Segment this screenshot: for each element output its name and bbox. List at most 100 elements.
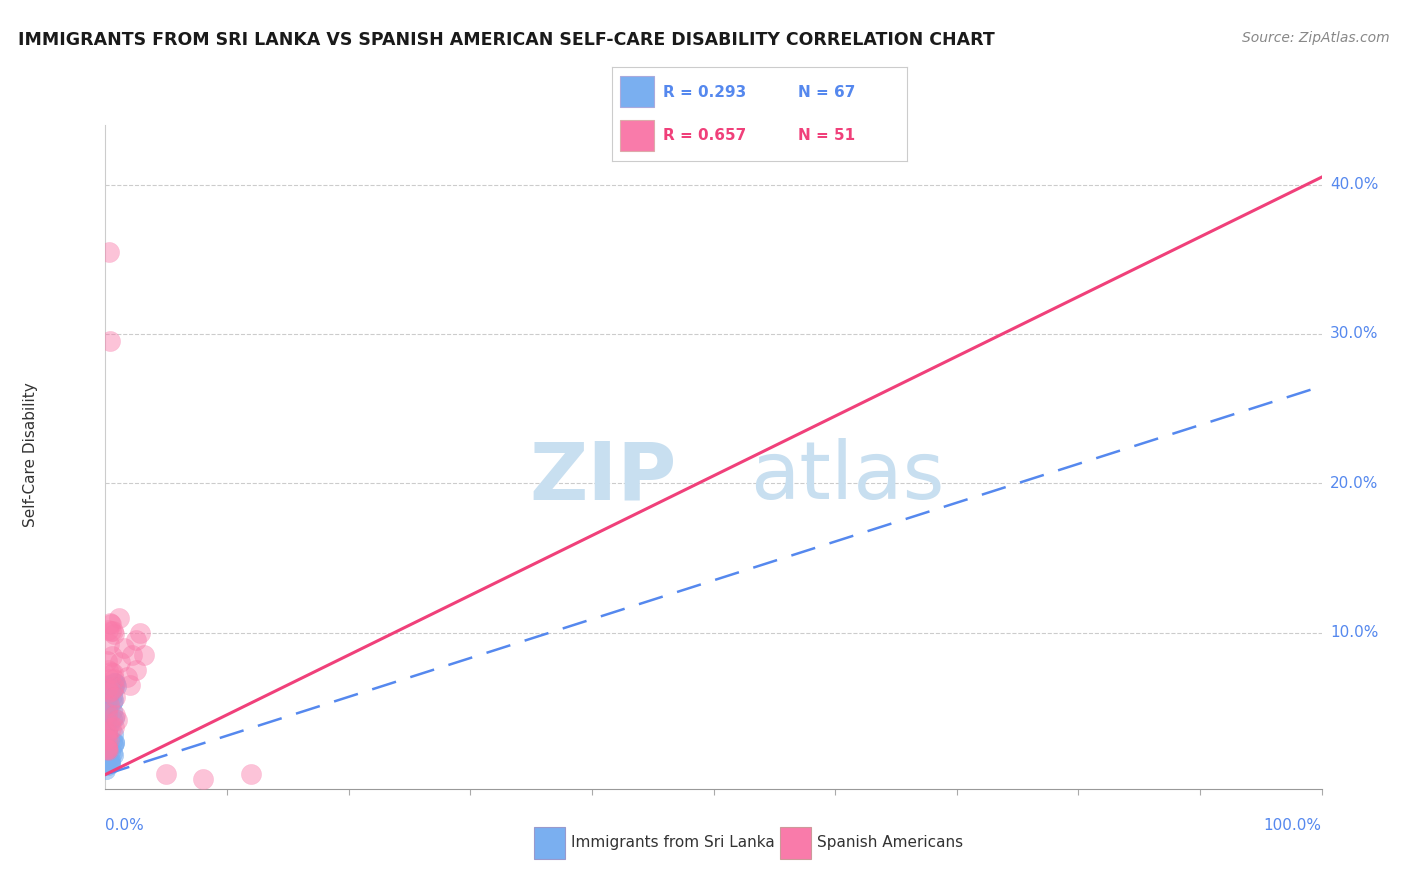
Point [98, 689, 121, 703]
Point [121, 648, 143, 662]
Point [97, 701, 120, 715]
Point [96, 752, 118, 766]
Point [96, 654, 118, 668]
Point [96, 725, 118, 739]
Point [103, 692, 125, 706]
Point [103, 738, 125, 752]
Point [98, 244, 121, 259]
Point [97, 684, 120, 698]
Point [105, 676, 128, 690]
Text: ZIP: ZIP [530, 438, 678, 516]
Point [96, 714, 118, 729]
Point [112, 640, 135, 655]
Point [100, 745, 122, 759]
Point [100, 684, 122, 698]
Point [103, 727, 125, 741]
Point [96, 687, 118, 701]
Point [96, 682, 118, 697]
Point [134, 648, 156, 662]
Point [98, 637, 121, 651]
Point [98, 732, 121, 747]
Point [100, 679, 122, 693]
Point [94, 727, 117, 741]
Point [94, 714, 117, 728]
Point [101, 712, 124, 726]
Text: atlas: atlas [749, 438, 945, 516]
Point [100, 756, 122, 770]
Point [96, 742, 118, 756]
Text: R = 0.657: R = 0.657 [664, 128, 747, 143]
FancyBboxPatch shape [620, 120, 654, 152]
Point [98, 615, 121, 630]
Point [96, 694, 118, 708]
Point [96, 739, 118, 754]
Text: 20.0%: 20.0% [1330, 475, 1378, 491]
Point [117, 670, 139, 684]
Point [97, 691, 120, 706]
Point [96, 742, 118, 756]
Point [96, 734, 118, 748]
Point [96, 706, 118, 721]
Point [96, 747, 118, 762]
Point [103, 681, 125, 695]
Point [100, 722, 122, 736]
Text: N = 67: N = 67 [797, 85, 855, 100]
Point [97, 677, 120, 691]
Point [97, 623, 120, 637]
Point [101, 624, 124, 638]
Point [100, 753, 122, 767]
Point [96, 690, 118, 705]
Point [98, 690, 121, 705]
Text: Self-Care Disability: Self-Care Disability [24, 383, 38, 527]
Point [105, 713, 128, 727]
Text: 100.0%: 100.0% [1264, 818, 1322, 832]
Point [94, 707, 117, 722]
Point [94, 702, 117, 716]
Point [97, 698, 120, 712]
Point [128, 625, 150, 640]
Point [96, 691, 118, 706]
Point [96, 753, 118, 767]
Point [94, 721, 117, 735]
Point [101, 733, 124, 747]
Point [103, 681, 125, 696]
Point [101, 666, 124, 681]
Point [96, 678, 118, 692]
Point [96, 681, 118, 696]
Point [105, 679, 128, 693]
Point [98, 719, 121, 733]
Point [94, 685, 117, 699]
Point [103, 720, 125, 734]
Point [97, 743, 120, 757]
Point [96, 732, 118, 747]
Text: R = 0.293: R = 0.293 [664, 85, 747, 100]
Point [100, 665, 122, 680]
Point [103, 627, 125, 641]
Point [101, 648, 124, 663]
Point [125, 633, 148, 648]
Point [103, 747, 125, 761]
Point [101, 690, 124, 704]
Point [98, 334, 121, 349]
FancyBboxPatch shape [620, 77, 654, 107]
Text: 0.0%: 0.0% [105, 818, 145, 832]
Point [240, 767, 263, 781]
Point [96, 726, 118, 740]
Text: 30.0%: 30.0% [1330, 326, 1378, 342]
Point [96, 691, 118, 706]
Point [97, 747, 120, 762]
Point [97, 690, 120, 705]
Point [96, 716, 118, 731]
Point [101, 679, 124, 693]
Point [96, 714, 118, 729]
Point [97, 663, 120, 677]
Point [103, 675, 125, 690]
Point [101, 695, 124, 709]
Text: Source: ZipAtlas.com: Source: ZipAtlas.com [1241, 31, 1389, 45]
Point [108, 656, 131, 670]
Point [97, 738, 120, 752]
Point [103, 704, 125, 718]
Text: N = 51: N = 51 [797, 128, 855, 143]
Point [104, 736, 127, 750]
Point [104, 711, 127, 725]
